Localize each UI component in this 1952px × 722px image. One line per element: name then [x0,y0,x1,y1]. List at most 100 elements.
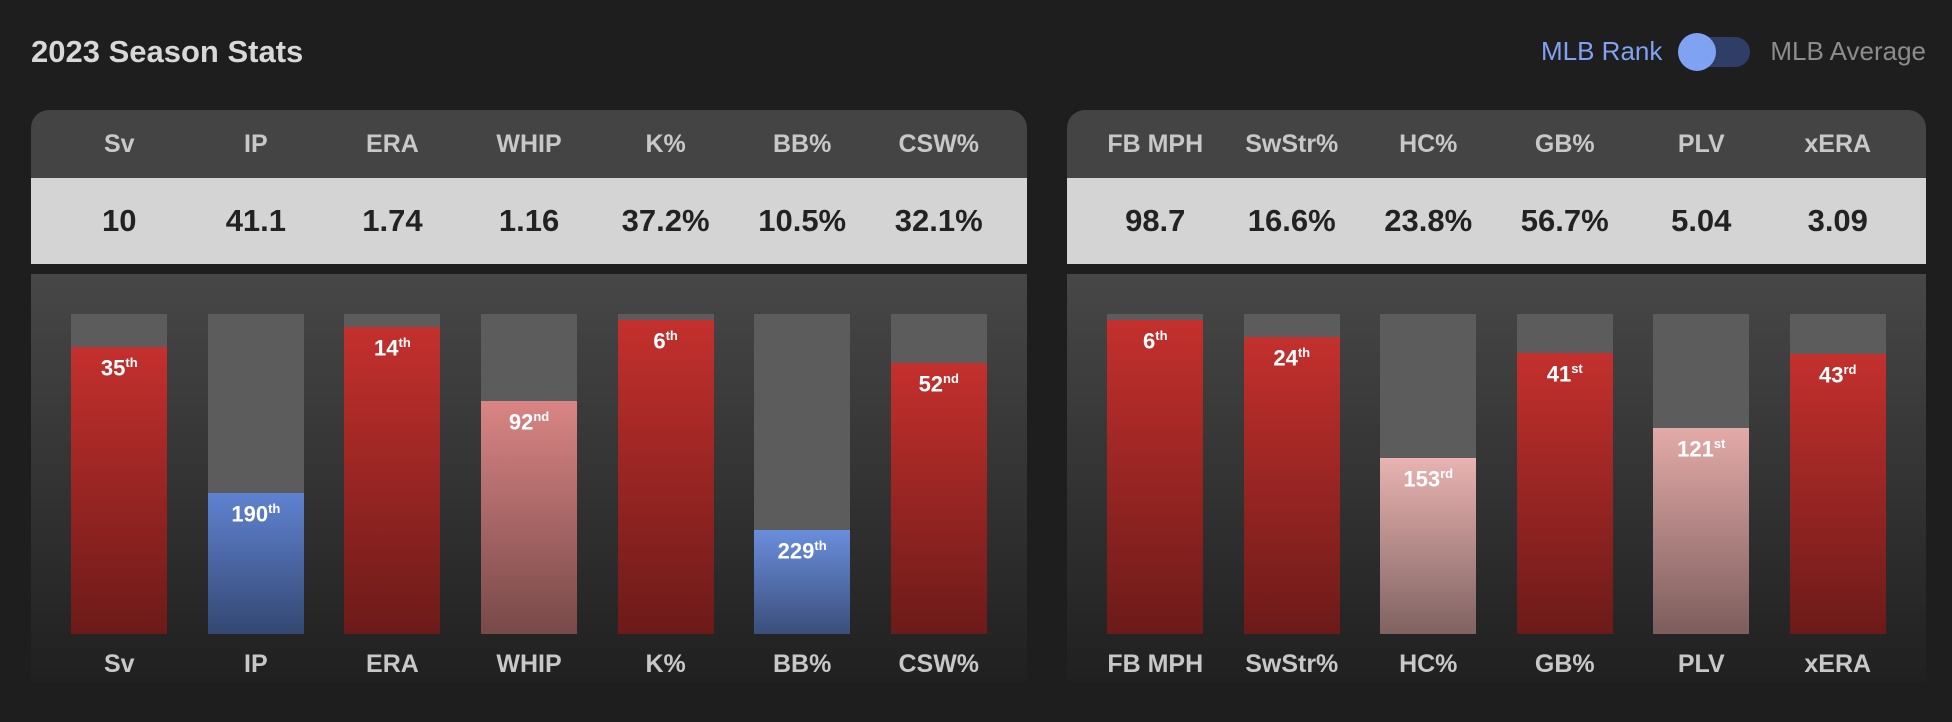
toggle-switch[interactable] [1678,32,1751,71]
bar: 229th [754,529,851,634]
toggle-knob [1678,32,1717,71]
bar-track: 6th [617,314,714,634]
value-row: 10 41.1 1.74 1.16 37.2% 10.5% 32.1% [31,178,1027,264]
bar-shade [71,346,168,634]
rank-number: 35 [100,355,126,381]
bar-track: 24th [1243,314,1340,634]
rank-suffix: th [268,500,281,516]
bar-label: BB% [773,650,832,678]
stat-value: 5.04 [1671,203,1732,238]
bar-shade [1243,336,1340,634]
stat-name: CSW% [898,129,980,158]
bar-column: 52nd CSW% [870,274,1007,682]
bar-track: 92nd [481,314,578,634]
bar-shade [1107,319,1204,634]
rank-suffix: rd [1440,466,1454,481]
bar-track: 229th [754,314,851,634]
stat-value: 98.7 [1125,203,1186,238]
rank-label: 41st [1517,361,1613,387]
stat-value: 23.8% [1384,203,1473,238]
rank-label: 43rd [1790,362,1886,388]
bar-shade [207,492,304,634]
rank-suffix: nd [533,408,550,424]
bar-shade [481,400,578,634]
rank-suffix: th [814,537,827,553]
bar-column: 24th SwStr% [1224,274,1361,682]
toggle-label[interactable]: MLB Average [1770,36,1926,66]
value-row: 98.7 16.6% 23.8% 56.7% 5.04 3.09 [1067,178,1926,264]
bar-track: 14th [344,314,441,634]
stat-name: K% [645,129,686,158]
rank-label: 190th [208,501,304,527]
bar: 92nd [481,400,578,634]
bar-column: 190th IP [188,274,325,682]
bar-track: 153rd [1380,314,1477,634]
bar: 153rd [1380,458,1477,634]
bar-track: 43rd [1789,314,1886,634]
rank-label: 6th [1107,328,1203,354]
rank-number: 229 [777,537,815,563]
bar-label: IP [244,650,268,678]
stat-name: FB MPH [1107,129,1204,158]
bar-column: 6th K% [597,274,734,682]
rank-suffix: st [1571,360,1583,376]
rank-number: 14 [374,335,399,361]
bar-shade [344,327,441,634]
bar-track: 190th [207,314,304,634]
stat-name: ERA [366,129,419,158]
stat-value: 10 [102,203,137,238]
bar-track: 6th [1107,314,1204,634]
bar: 121st [1653,427,1750,634]
rank-suffix: th [1155,327,1168,343]
stat-value: 37.2% [621,203,710,238]
bar-label: ERA [366,650,419,678]
bar-label: PLV [1677,650,1725,678]
rank-number: 52 [918,371,944,397]
bar-column: 6th FB MPH [1087,274,1224,682]
bar: 52nd [890,362,987,634]
bar-column: 35th Sv [51,274,188,682]
bar-track: 41st [1516,314,1613,634]
stat-name: SwStr% [1245,129,1339,158]
bar: 190th [207,492,304,634]
stat-value: 16.6% [1247,203,1336,238]
stat-value: 32.1% [894,203,983,238]
rank-number: 43 [1819,362,1844,388]
bar: 24th [1243,336,1340,634]
bar-label: CSW% [898,650,980,678]
bar-track: 35th [71,314,168,634]
rank-suffix: th [1297,344,1311,360]
stat-name: xERA [1804,129,1872,158]
bar-label: K% [645,650,686,678]
bar-track: 121st [1653,314,1750,634]
rank-number: 153 [1403,466,1441,492]
rank-chart: 6th FB MPH 24th SwStr% 153rd HC% 41st GB% 121st P… [1067,274,1926,682]
toggle-label[interactable]: MLB Rank [1540,36,1663,66]
rank-label: 14th [344,335,440,361]
stat-name: PLV [1677,129,1725,158]
stat-value: 56.7% [1520,203,1609,238]
rank-label: 52nd [891,371,987,397]
bar-label: HC% [1399,650,1458,678]
rank-label: 24th [1244,345,1340,371]
toggle-group: MLB Rank MLB Average [1540,32,1926,71]
stat-value: 1.74 [362,203,423,238]
rank-suffix: nd [943,370,959,386]
stat-name: Sv [103,129,135,158]
rank-suffix: st [1713,435,1726,451]
bar-shade [617,319,714,634]
stat-name: GB% [1534,129,1595,158]
bar-shade [1653,427,1750,634]
rank-suffix: th [665,327,678,343]
bar-label: FB MPH [1107,650,1204,678]
rank-number: 24 [1273,344,1298,370]
stat-value: 1.16 [498,203,560,238]
bar: 41st [1516,352,1613,634]
rank-number: 6 [1142,327,1156,353]
rank-label: 92nd [481,409,577,435]
rank-number: 92 [508,408,534,434]
bar-shade [754,529,851,634]
stat-value: 10.5% [758,203,847,238]
bar-shade [1380,458,1477,634]
bar-shade [890,362,987,634]
